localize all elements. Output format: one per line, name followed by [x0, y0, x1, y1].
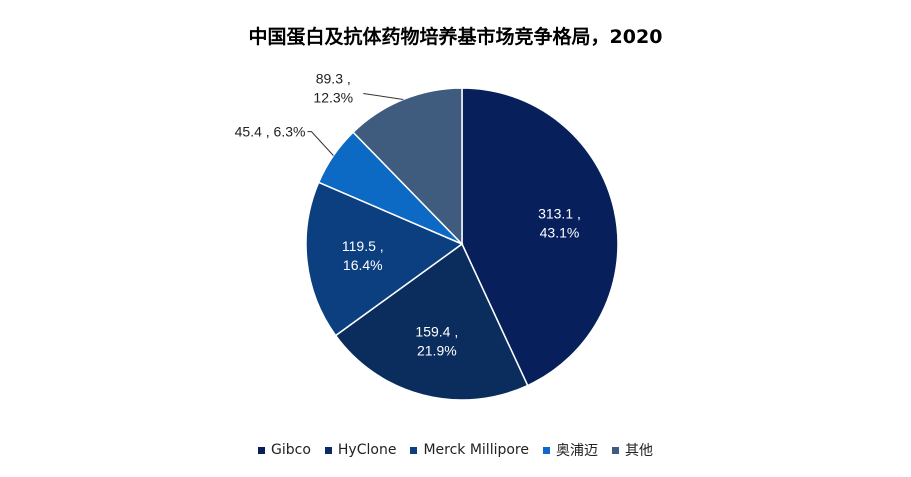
legend-swatch-aopumai: [542, 446, 550, 454]
legend-label-gibco: Gibco: [271, 442, 311, 458]
legend-swatch-hyclone: [324, 446, 332, 454]
legend-label-merck-millipore: Merck Millipore: [423, 442, 529, 458]
legend-swatch-merck-millipore: [410, 446, 418, 454]
pie-slice-hyclone: [334, 242, 529, 401]
leader-lines-layer: [307, 92, 404, 156]
legend-item-merck-millipore: Merck Millipore: [410, 442, 529, 458]
pie-slice-gibco: [461, 87, 619, 387]
data-label-aopumai: 45.4 , 6.3%: [235, 124, 306, 140]
pie-slice-merck-millipore: [305, 181, 464, 337]
chart-title: 中国蛋白及抗体药物培养基市场竞争格局，2020: [248, 26, 663, 48]
pie-chart: 313.1 , 43.1% 159.4 , 21.9% 119.5 , 16.4% 45.4…: [235, 70, 619, 401]
legend-item-other: 其他: [611, 440, 653, 460]
legend-item-hyclone: HyClone: [324, 442, 397, 458]
leader-line-other: [363, 92, 404, 100]
legend-label-hyclone: HyClone: [337, 442, 397, 458]
data-label-gibco: 313.1 , 43.1%: [538, 205, 581, 240]
data-labels-layer: 313.1 , 43.1% 159.4 , 21.9% 119.5 , 16.4% 45.4…: [235, 70, 581, 358]
legend-label-aopumai: 奥浦迈: [555, 443, 598, 459]
legend-swatch-other: [611, 446, 619, 454]
data-label-merck-millipore: 119.5 , 16.4%: [342, 238, 384, 273]
leader-line-aopumai: [307, 131, 334, 156]
legend: Gibco HyClone Merck Millipore 奥浦迈 其他: [0, 440, 911, 460]
legend-label-other: 其他: [624, 443, 653, 459]
data-label-other: 89.3 , 12.3%: [313, 70, 353, 105]
legend-item-aopumai: 奥浦迈: [542, 440, 598, 460]
legend-item-gibco: Gibco: [258, 442, 311, 458]
data-label-hyclone: 159.4 , 21.9%: [415, 324, 458, 359]
legend-swatch-gibco: [258, 446, 266, 454]
